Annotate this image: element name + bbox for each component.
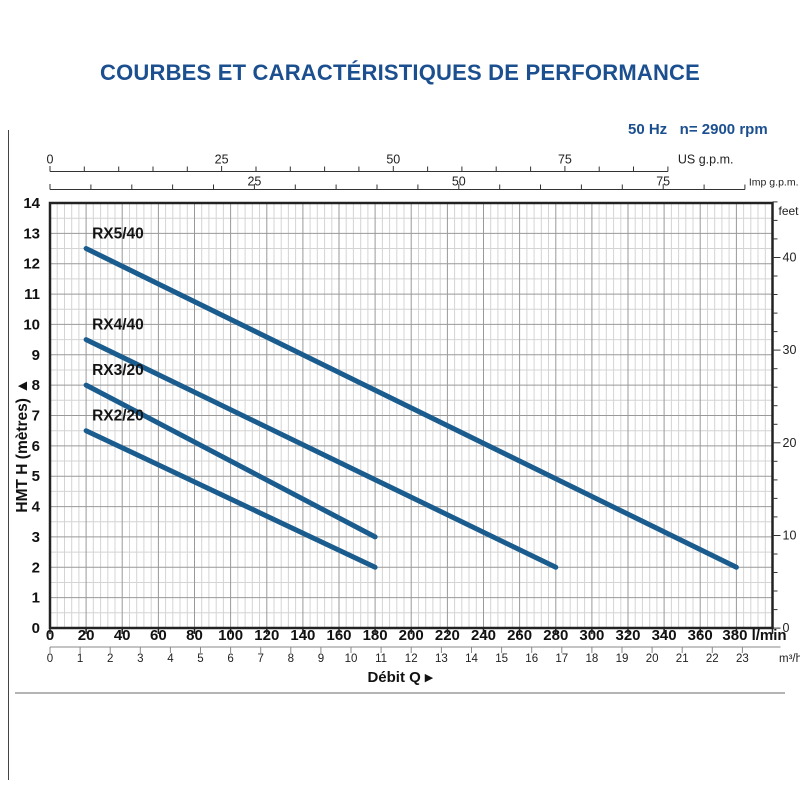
svg-text:0: 0 <box>32 620 40 637</box>
svg-text:18: 18 <box>586 653 599 665</box>
svg-text:13: 13 <box>435 653 448 665</box>
svg-text:2: 2 <box>107 653 113 665</box>
svg-text:7: 7 <box>257 653 263 665</box>
svg-text:11: 11 <box>375 653 387 665</box>
svg-text:25: 25 <box>247 175 261 189</box>
svg-text:4: 4 <box>167 653 174 665</box>
svg-text:11: 11 <box>24 286 40 303</box>
svg-text:RX5/40: RX5/40 <box>92 226 144 243</box>
svg-text:20: 20 <box>783 436 797 450</box>
svg-text:0: 0 <box>47 653 53 665</box>
svg-text:6: 6 <box>227 653 233 665</box>
svg-text:Débit Q ▸: Débit Q ▸ <box>367 669 434 686</box>
svg-text:23: 23 <box>736 653 749 665</box>
svg-text:13: 13 <box>23 225 40 242</box>
svg-text:16: 16 <box>525 653 538 665</box>
svg-text:2: 2 <box>32 559 40 576</box>
svg-text:1: 1 <box>32 590 40 607</box>
svg-text:10: 10 <box>23 316 40 333</box>
svg-text:40: 40 <box>783 251 797 265</box>
svg-text:RX3/20: RX3/20 <box>92 362 144 379</box>
svg-text:19: 19 <box>616 653 629 665</box>
svg-text:20: 20 <box>646 653 659 665</box>
svg-text:3: 3 <box>32 529 40 546</box>
svg-text:30: 30 <box>783 343 797 357</box>
svg-text:7: 7 <box>32 408 40 425</box>
svg-text:1: 1 <box>77 653 83 665</box>
svg-text:5: 5 <box>32 468 40 485</box>
svg-text:50: 50 <box>452 175 466 189</box>
svg-text:8: 8 <box>288 653 294 665</box>
svg-text:9: 9 <box>32 347 40 364</box>
svg-text:6: 6 <box>32 438 40 455</box>
svg-text:12: 12 <box>23 256 40 273</box>
svg-text:8: 8 <box>32 377 40 394</box>
svg-text:17: 17 <box>555 653 568 665</box>
svg-text:4: 4 <box>32 499 41 516</box>
svg-text:75: 75 <box>558 153 572 167</box>
svg-text:0: 0 <box>47 153 54 167</box>
svg-text:10: 10 <box>783 529 797 543</box>
svg-text:3: 3 <box>137 653 143 665</box>
svg-text:14: 14 <box>465 653 478 665</box>
svg-text:5: 5 <box>197 653 203 665</box>
svg-text:HMT H (mètres) ▲: HMT H (mètres) ▲ <box>14 378 31 512</box>
svg-text:14: 14 <box>23 195 40 212</box>
svg-text:22: 22 <box>706 653 719 665</box>
svg-text:RX4/40: RX4/40 <box>92 317 144 334</box>
svg-text:feet: feet <box>779 204 800 218</box>
svg-text:0: 0 <box>783 621 790 635</box>
svg-text:Imp g.p.m.: Imp g.p.m. <box>749 177 799 189</box>
svg-text:12: 12 <box>405 653 418 665</box>
svg-text:50: 50 <box>386 153 400 167</box>
svg-text:15: 15 <box>495 653 508 665</box>
svg-text:RX2/20: RX2/20 <box>92 408 144 425</box>
svg-text:21: 21 <box>676 653 689 665</box>
svg-text:9: 9 <box>318 653 324 665</box>
svg-text:10: 10 <box>345 653 358 665</box>
svg-text:25: 25 <box>215 153 229 167</box>
svg-text:m³/h: m³/h <box>779 653 800 665</box>
svg-text:380 l/min: 380 l/min <box>722 627 786 644</box>
svg-text:75: 75 <box>656 175 670 189</box>
svg-text:US g.p.m.: US g.p.m. <box>678 153 734 167</box>
